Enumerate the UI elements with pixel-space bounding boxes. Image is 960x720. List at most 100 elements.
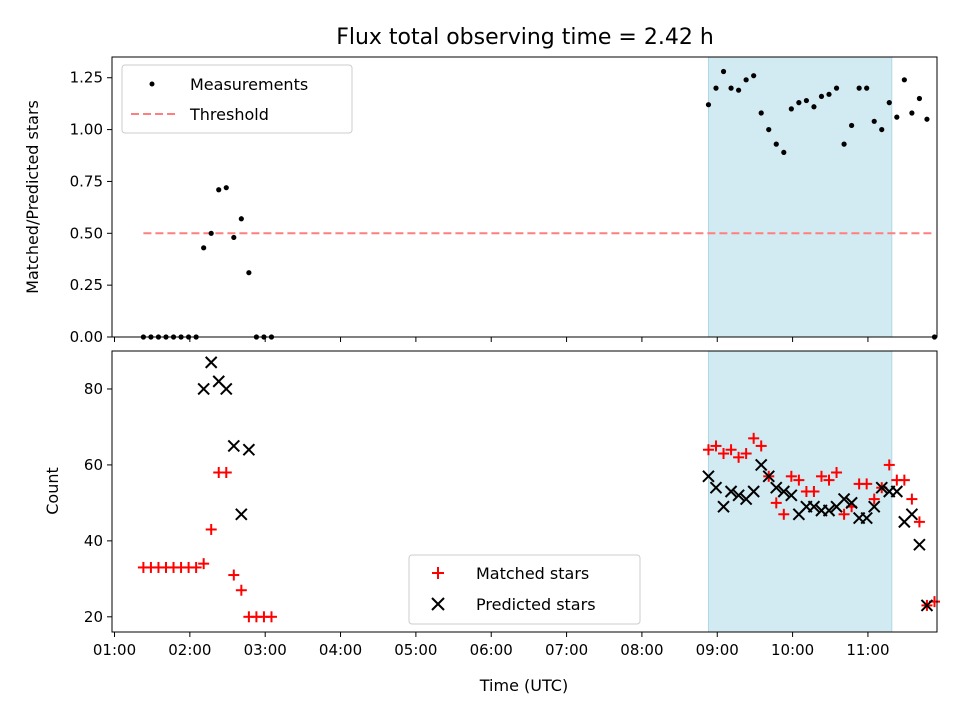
top-y-tick-label: 1.00 xyxy=(70,121,103,139)
predicted-star-point xyxy=(913,538,926,551)
matched-star-point xyxy=(702,444,714,456)
measurement-point xyxy=(781,149,787,156)
legend-measurements-marker xyxy=(149,81,155,87)
top-y-tick-label: 0.25 xyxy=(70,276,103,294)
top-panel: 0.00 0.25 0.50 0.75 1.00 1.25 Matched/Predict… xyxy=(23,56,938,346)
predicted-star-point xyxy=(724,485,738,498)
chart-title: Flux total observing time = 2.42 h xyxy=(336,25,714,50)
predicted-star-point xyxy=(920,599,934,612)
predicted-star-point xyxy=(822,504,836,517)
predicted-star-point xyxy=(860,511,873,525)
x-tick-label: 07:00 xyxy=(545,641,588,659)
matched-star-point xyxy=(235,584,247,596)
predicted-star-point xyxy=(197,382,210,396)
legend-matched-marker xyxy=(432,567,444,579)
measurement-point xyxy=(871,118,877,124)
legend-matched-label: Matched stars xyxy=(476,564,589,583)
measurement-point xyxy=(916,95,923,102)
measurement-point xyxy=(826,91,832,97)
measurement-point xyxy=(728,85,734,91)
measurement-point xyxy=(758,110,764,116)
legend-measurements-label: Measurements xyxy=(190,75,308,94)
top-y-tick-label: 0.00 xyxy=(70,328,103,346)
predicted-star-point xyxy=(875,481,888,494)
predicted-star-point xyxy=(227,439,241,453)
predicted-star-point xyxy=(204,356,218,369)
x-tick-label: 05:00 xyxy=(394,641,437,659)
matched-star-point xyxy=(228,569,240,581)
top-axes-frame xyxy=(111,56,938,338)
predicted-star-point xyxy=(868,500,881,513)
matched-star-point xyxy=(785,470,797,482)
x-tick-label: 04:00 xyxy=(319,641,362,659)
measurement-point xyxy=(238,216,244,222)
matched-star-point xyxy=(906,493,918,505)
predicted-star-point xyxy=(890,485,904,498)
top-y-tick-label: 0.50 xyxy=(70,224,103,242)
x-tick-label: 03:00 xyxy=(244,641,287,659)
bottom-y-ticks: 20 40 60 80 xyxy=(84,380,112,626)
x-tick-label: 08:00 xyxy=(620,641,663,659)
top-x-ticks xyxy=(114,337,869,342)
measurement-point xyxy=(796,100,802,106)
top-y-tick-label: 1.25 xyxy=(70,69,103,87)
matched-star-point xyxy=(740,448,752,460)
bottom-y-tick-label: 40 xyxy=(84,532,103,550)
legend-predicted-marker xyxy=(431,597,445,611)
matched-star-point xyxy=(755,440,767,452)
measurement-point xyxy=(713,85,719,91)
top-y-axis-label: Matched/Predicted stars xyxy=(23,100,42,294)
top-shaded-interval xyxy=(707,56,893,338)
bottom-y-tick-label: 20 xyxy=(84,608,103,626)
bottom-y-axis-label: Count xyxy=(43,467,62,515)
matched-star-point xyxy=(898,474,910,486)
predicted-star-point xyxy=(785,489,798,502)
measurement-point xyxy=(231,234,237,241)
predicted-star-point xyxy=(732,489,745,502)
predicted-star-point xyxy=(905,508,919,521)
measurement-point xyxy=(803,97,810,104)
matched-star-point xyxy=(778,508,790,520)
matched-star-point xyxy=(868,493,880,505)
matched-star-point xyxy=(823,474,835,486)
measurement-point xyxy=(766,126,772,133)
bottom-y-tick-label: 60 xyxy=(84,456,103,474)
x-tick-label: 01:00 xyxy=(93,641,136,659)
matched-star-point xyxy=(861,478,873,490)
predicted-star-point xyxy=(845,496,858,510)
legend-predicted-label: Predicted stars xyxy=(476,595,596,614)
measurement-point xyxy=(246,270,252,276)
predicted-star-point xyxy=(777,485,791,498)
matched-star-point xyxy=(198,558,210,570)
measurement-point xyxy=(720,68,727,75)
predicted-star-point xyxy=(754,458,768,472)
matched-star-point xyxy=(190,561,202,573)
predicted-star-point xyxy=(717,500,730,513)
measurement-point xyxy=(901,77,907,83)
matched-star-point xyxy=(220,467,232,479)
top-legend-frame xyxy=(121,64,353,134)
measurement-point xyxy=(705,102,712,108)
measurement-point xyxy=(909,110,915,116)
measurement-point xyxy=(743,77,749,83)
bottom-legend-frame xyxy=(408,554,641,625)
matched-star-point xyxy=(733,451,745,463)
bottom-plot-area xyxy=(137,350,940,633)
measurement-point xyxy=(216,187,222,193)
predicted-star-point xyxy=(242,443,256,456)
measurement-point xyxy=(833,85,840,91)
bottom-y-tick-label: 80 xyxy=(84,380,103,398)
top-y-tick-label: 0.75 xyxy=(70,172,103,190)
measurement-point xyxy=(849,122,855,129)
measurement-point xyxy=(924,116,930,122)
predicted-star-point xyxy=(702,470,715,483)
bottom-x-ticks: 01:00 02:00 03:00 04:00 05:00 06:00 07:00 08:00… xyxy=(93,632,890,659)
measurement-point xyxy=(894,114,900,120)
measurement-point xyxy=(879,126,885,133)
matched-star-point xyxy=(838,508,850,520)
measurement-point xyxy=(735,87,742,93)
predicted-star-point xyxy=(837,492,851,506)
matched-star-point xyxy=(205,523,217,535)
measurement-point xyxy=(201,245,207,251)
predicted-star-point xyxy=(235,508,248,521)
